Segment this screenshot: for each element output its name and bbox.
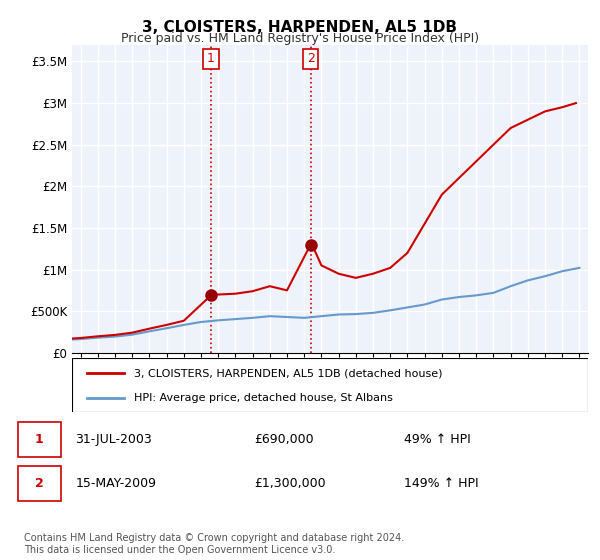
Text: £690,000: £690,000 [254,433,314,446]
Text: 49% ↑ HPI: 49% ↑ HPI [404,433,470,446]
Text: Price paid vs. HM Land Registry's House Price Index (HPI): Price paid vs. HM Land Registry's House … [121,32,479,45]
Text: 1: 1 [207,53,215,66]
Text: 15-MAY-2009: 15-MAY-2009 [76,477,157,490]
Text: 3, CLOISTERS, HARPENDEN, AL5 1DB (detached house): 3, CLOISTERS, HARPENDEN, AL5 1DB (detach… [134,368,442,379]
Text: 31-JUL-2003: 31-JUL-2003 [76,433,152,446]
Text: 2: 2 [35,477,44,490]
Text: £1,300,000: £1,300,000 [254,477,326,490]
FancyBboxPatch shape [18,422,61,457]
Text: Contains HM Land Registry data © Crown copyright and database right 2024.
This d: Contains HM Land Registry data © Crown c… [24,533,404,555]
Text: 2: 2 [307,53,314,66]
FancyBboxPatch shape [18,466,61,501]
Text: 149% ↑ HPI: 149% ↑ HPI [404,477,478,490]
Text: 1: 1 [35,433,44,446]
Text: HPI: Average price, detached house, St Albans: HPI: Average price, detached house, St A… [134,393,393,403]
Text: 3, CLOISTERS, HARPENDEN, AL5 1DB: 3, CLOISTERS, HARPENDEN, AL5 1DB [143,20,458,35]
